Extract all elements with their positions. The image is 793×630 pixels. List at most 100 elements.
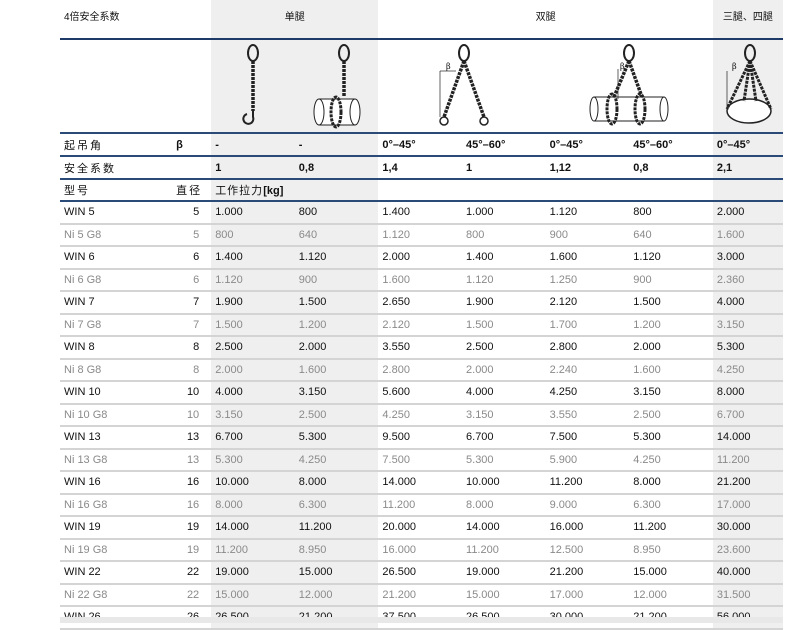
wll-cell: 1.120 <box>378 223 463 247</box>
wll-cell: 3.150 <box>294 381 379 405</box>
lift-angle-row: 起吊角 β - - 0°–45° 45°–60° 0°–45° 45°–60° … <box>60 133 783 157</box>
diameter-cell: 10 <box>172 403 212 427</box>
wll-cell: 40.000 <box>712 561 783 585</box>
wll-cell: 16.000 <box>545 516 630 540</box>
wll-cell: 2.500 <box>294 403 379 427</box>
wll-cell: 12.000 <box>629 583 713 607</box>
wll-unit: [kg] <box>263 185 284 197</box>
table-row: WIN 19 19 14.000 11.200 20.000 14.000 16.000 11… <box>60 516 783 540</box>
wll-cell: 1.400 <box>378 201 463 225</box>
group-double-leg: 双腿 <box>378 0 713 40</box>
wll-cell: 10.000 <box>211 471 295 495</box>
wll-cell: 6.700 <box>462 426 546 450</box>
wll-cell: 640 <box>294 223 379 247</box>
wll-cell: 14.000 <box>211 516 295 540</box>
wll-cell: 1.500 <box>462 313 546 337</box>
wll-cell: 17.000 <box>545 583 630 607</box>
wll-cell: 1.500 <box>294 291 379 315</box>
wll-cell: 4.000 <box>712 291 783 315</box>
model-cell: WIN 5 <box>60 201 173 225</box>
model-cell: Ni 10 G8 <box>60 403 173 427</box>
wll-cell: 11.200 <box>462 538 546 562</box>
wll-cell: 30.000 <box>712 516 783 540</box>
wll-cell: 800 <box>294 201 379 225</box>
wll-cell: 14.000 <box>462 516 546 540</box>
diameter-cell: 10 <box>172 381 212 405</box>
wll-cell: 800 <box>462 223 546 247</box>
wll-cell: 2.240 <box>545 358 630 382</box>
angle-value: 0°–45° <box>712 133 783 157</box>
wll-cell: 4.250 <box>712 358 783 382</box>
wll-cell: 21.200 <box>712 471 783 495</box>
wll-cell: 1.120 <box>462 268 546 292</box>
table-row: WIN 8 8 2.500 2.000 3.550 2.500 2.800 2.000 5.30… <box>60 336 783 360</box>
diameter-cell: 8 <box>172 336 212 360</box>
wll-cell: 2.000 <box>378 246 463 270</box>
wll-cell: 3.150 <box>211 403 295 427</box>
wll-cell: 1.600 <box>545 246 630 270</box>
wll-cell: 4.000 <box>211 381 295 405</box>
wll-cell: 12.000 <box>294 583 379 607</box>
model-cell: Ni 19 G8 <box>60 538 173 562</box>
wll-cell: 15.000 <box>294 561 379 585</box>
wll-cell: 2.120 <box>545 291 630 315</box>
table-row: Ni 8 G8 8 2.000 1.600 2.800 2.000 2.240 1.600 4.… <box>60 358 783 382</box>
wll-cell: 12.500 <box>545 538 630 562</box>
wll-cell: 14.000 <box>378 471 463 495</box>
wll-cell: 2.120 <box>378 313 463 337</box>
diameter-cell: 5 <box>172 223 212 247</box>
wll-cell: 15.000 <box>629 561 713 585</box>
wll-cell: 6.300 <box>629 493 713 517</box>
table-row: WIN 16 16 10.000 8.000 14.000 10.000 11.200 8.0… <box>60 471 783 495</box>
diameter-cell: 6 <box>172 268 212 292</box>
diameter-cell: 13 <box>172 426 212 450</box>
angle-value: 0°–45° <box>378 133 463 157</box>
wll-cell: 11.200 <box>545 471 630 495</box>
table-row: WIN 13 13 6.700 5.300 9.500 6.700 7.500 5.300 14… <box>60 426 783 450</box>
wll-cell: 8.000 <box>629 471 713 495</box>
table-footer-band <box>60 617 783 623</box>
beta-label: β <box>446 62 451 71</box>
wll-cell: 2.800 <box>545 336 630 360</box>
table-row: Ni 6 G8 6 1.120 900 1.600 1.120 1.250 900 2.360 <box>60 268 783 292</box>
wll-cell: 2.650 <box>378 291 463 315</box>
wll-cell: 3.550 <box>378 336 463 360</box>
wll-cell: 21.200 <box>545 561 630 585</box>
table-title: 4倍安全系数 <box>60 0 212 40</box>
wll-cell: 5.300 <box>712 336 783 360</box>
angle-value: 45°–60° <box>462 133 546 157</box>
diameter-cell: 8 <box>172 358 212 382</box>
wll-cell: 8.000 <box>462 493 546 517</box>
wll-cell: 1.400 <box>211 246 295 270</box>
table-row: Ni 19 G8 19 11.200 8.950 16.000 11.200 12.500 8… <box>60 538 783 562</box>
wll-cell: 3.000 <box>712 246 783 270</box>
wll-cell: 9.500 <box>378 426 463 450</box>
wll-cell: 2.000 <box>294 336 379 360</box>
wll-cell: 2.500 <box>462 336 546 360</box>
diameter-cell: 22 <box>172 583 212 607</box>
column-header-row: 型号 直径 工作拉力[kg] <box>60 179 783 202</box>
double-leg-hook-icon: β <box>378 39 546 134</box>
wll-cell: 5.300 <box>211 448 295 472</box>
diameter-cell: 5 <box>172 201 212 225</box>
model-cell: WIN 6 <box>60 246 173 270</box>
wll-cell: 2.500 <box>629 403 713 427</box>
wll-cell: 15.000 <box>211 583 295 607</box>
wll-cell: 3.150 <box>462 403 546 427</box>
model-cell: WIN 16 <box>60 471 173 495</box>
model-cell: Ni 7 G8 <box>60 313 173 337</box>
wll-cell: 1.900 <box>462 291 546 315</box>
safety-factor-row: 安全系数 1 0,8 1,4 1 1,12 0,8 2,1 <box>60 156 783 180</box>
wll-cell: 1.120 <box>211 268 295 292</box>
wll-cell: 1.600 <box>712 223 783 247</box>
table-row: Ni 22 G8 22 15.000 12.000 21.200 15.000 17.000… <box>60 583 783 607</box>
factor-value: 0,8 <box>629 156 713 180</box>
wll-cell: 2.000 <box>629 336 713 360</box>
wll-cell: 5.300 <box>294 426 379 450</box>
wll-cell: 1.200 <box>629 313 713 337</box>
wll-cell: 900 <box>294 268 379 292</box>
diameter-cell: 16 <box>172 471 212 495</box>
wll-cell: 5.300 <box>462 448 546 472</box>
wll-cell: 19.000 <box>462 561 546 585</box>
wll-cell: 17.000 <box>712 493 783 517</box>
